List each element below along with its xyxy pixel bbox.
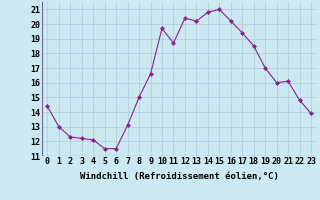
X-axis label: Windchill (Refroidissement éolien,°C): Windchill (Refroidissement éolien,°C) <box>80 172 279 181</box>
